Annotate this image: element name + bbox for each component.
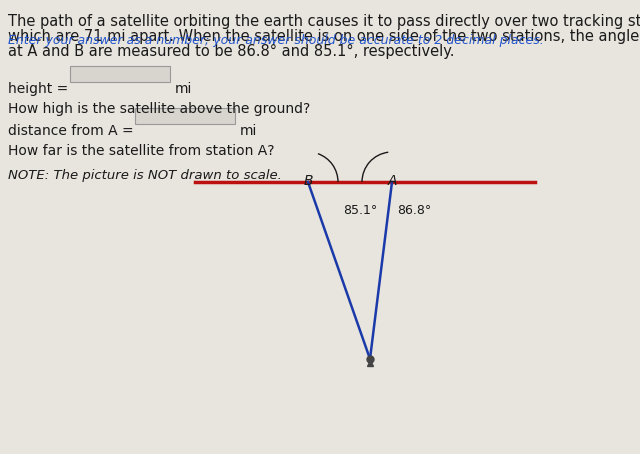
Text: 85.1°: 85.1° [343, 204, 377, 217]
Text: 86.8°: 86.8° [397, 204, 431, 217]
Text: at A and B are measured to be 86.8° and 85.1°, respectively.: at A and B are measured to be 86.8° and … [8, 44, 454, 59]
Text: How far is the satellite from station A?: How far is the satellite from station A? [8, 144, 275, 158]
Text: The path of a satellite orbiting the earth causes it to pass directly over two t: The path of a satellite orbiting the ear… [8, 14, 640, 29]
FancyBboxPatch shape [135, 108, 235, 124]
Text: mi: mi [240, 124, 257, 138]
Text: NOTE: The picture is NOT drawn to scale.: NOTE: The picture is NOT drawn to scale. [8, 169, 282, 182]
Text: How high is the satellite above the ground?: How high is the satellite above the grou… [8, 102, 310, 116]
Text: distance from A =: distance from A = [8, 124, 134, 138]
Text: Enter your answer as a number; your answer should be accurate to 2 decimal place: Enter your answer as a number; your answ… [8, 34, 544, 47]
Text: A: A [387, 174, 397, 188]
FancyBboxPatch shape [70, 66, 170, 82]
Text: mi: mi [175, 82, 193, 96]
Text: height =: height = [8, 82, 68, 96]
Text: which are 71 mi apart. When the satellite is on one side of the two stations, th: which are 71 mi apart. When the satellit… [8, 29, 640, 44]
Text: B: B [303, 174, 313, 188]
